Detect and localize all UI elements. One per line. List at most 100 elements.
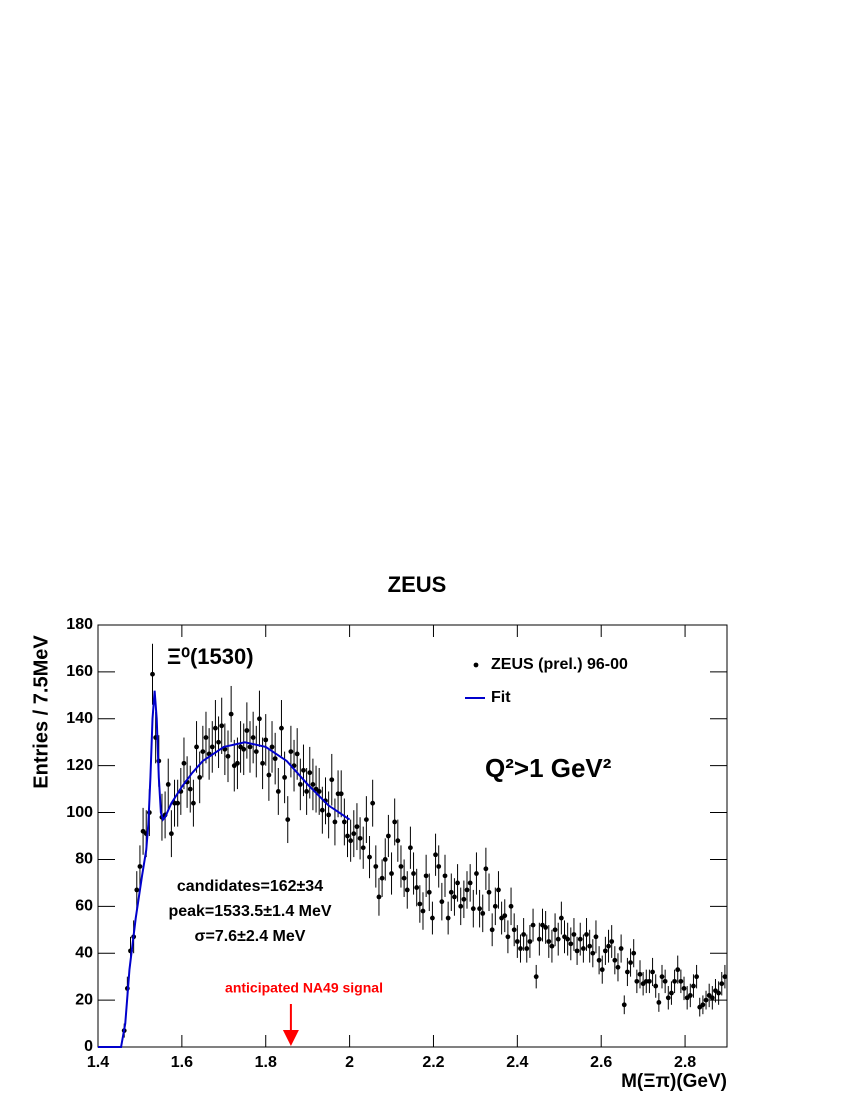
data-point bbox=[634, 978, 640, 984]
data-point bbox=[549, 943, 555, 949]
legend-label: Fit bbox=[491, 689, 511, 706]
data-point bbox=[590, 950, 596, 956]
data-point bbox=[602, 948, 608, 954]
y-tick-label: 20 bbox=[75, 991, 93, 1008]
data-point bbox=[219, 723, 225, 729]
data-point bbox=[700, 1002, 706, 1008]
data-point bbox=[452, 894, 457, 900]
data-point bbox=[244, 728, 250, 733]
data-point bbox=[672, 978, 677, 984]
x-tick-label: 2.8 bbox=[674, 1054, 696, 1071]
fit-result: σ=7.6±2.4 MeV bbox=[195, 928, 306, 945]
data-point bbox=[253, 749, 259, 754]
data-point bbox=[464, 887, 470, 893]
data-point bbox=[216, 739, 221, 745]
x-tick-label: 1.6 bbox=[171, 1054, 193, 1071]
data-point bbox=[150, 671, 155, 677]
data-point bbox=[269, 744, 275, 750]
data-point bbox=[329, 777, 335, 783]
data-point bbox=[338, 791, 344, 797]
data-point bbox=[480, 910, 486, 916]
x-axis-label: M(Ξπ)(GeV) bbox=[621, 1071, 727, 1092]
data-point bbox=[301, 767, 306, 773]
data-point bbox=[546, 939, 552, 944]
signal-label: anticipated NA49 signal bbox=[225, 980, 383, 996]
data-point bbox=[631, 950, 637, 956]
data-point bbox=[348, 838, 354, 844]
data-point bbox=[618, 946, 624, 951]
data-point bbox=[411, 871, 416, 876]
data-point bbox=[489, 927, 495, 933]
data-point bbox=[486, 889, 492, 895]
data-point bbox=[401, 875, 407, 881]
data-point bbox=[200, 749, 206, 754]
data-point bbox=[213, 725, 218, 731]
x-tick-label: 2 bbox=[345, 1054, 354, 1071]
data-point bbox=[536, 936, 542, 942]
data-point bbox=[681, 985, 687, 991]
y-axis-label: Entries / 7.5MeV bbox=[30, 635, 52, 789]
data-point bbox=[722, 974, 728, 980]
data-point bbox=[408, 845, 413, 851]
data-point bbox=[612, 957, 618, 963]
data-point bbox=[650, 969, 655, 975]
legend-label: ZEUS (prel.) 96-00 bbox=[491, 656, 628, 673]
data-point bbox=[675, 967, 681, 973]
data-point bbox=[436, 864, 442, 869]
q2-label: Q²>1 GeV² bbox=[485, 753, 612, 783]
fit-line bbox=[98, 690, 351, 1048]
data-point bbox=[518, 946, 523, 951]
data-point bbox=[530, 922, 536, 928]
data-point bbox=[417, 901, 423, 907]
data-point bbox=[304, 789, 310, 794]
data-point bbox=[354, 824, 360, 830]
signal-arrow-head bbox=[282, 1030, 299, 1046]
data-point bbox=[659, 974, 665, 980]
data-point bbox=[263, 737, 269, 743]
y-tick-label: 0 bbox=[84, 1038, 93, 1055]
data-point bbox=[467, 880, 473, 886]
y-tick-label: 40 bbox=[75, 944, 93, 961]
data-point bbox=[508, 903, 514, 909]
data-point bbox=[345, 833, 350, 839]
data-point bbox=[580, 946, 586, 951]
data-point bbox=[448, 889, 454, 895]
data-point bbox=[565, 936, 571, 942]
data-point bbox=[319, 807, 325, 813]
data-point bbox=[134, 887, 140, 893]
data-point bbox=[669, 990, 674, 996]
data-point bbox=[568, 941, 574, 947]
data-point bbox=[272, 756, 278, 762]
resonance-label: Ξ⁰(1530) bbox=[167, 644, 254, 669]
data-point bbox=[228, 711, 234, 717]
data-point bbox=[260, 760, 265, 766]
data-point bbox=[257, 716, 262, 722]
data-point bbox=[521, 932, 527, 937]
data-point bbox=[533, 974, 539, 980]
data-point bbox=[285, 817, 291, 822]
fit-result: candidates=162±34 bbox=[177, 878, 323, 895]
data-point bbox=[332, 819, 338, 825]
data-point bbox=[282, 774, 288, 780]
data-point bbox=[382, 857, 388, 862]
data-point bbox=[653, 983, 659, 989]
data-point bbox=[209, 744, 215, 750]
data-point bbox=[691, 983, 696, 989]
legend-marker bbox=[473, 662, 479, 668]
data-point bbox=[470, 906, 476, 912]
data-point bbox=[587, 943, 593, 949]
data-point bbox=[709, 995, 715, 1001]
data-point bbox=[175, 800, 181, 806]
data-point bbox=[555, 936, 561, 942]
data-point bbox=[455, 880, 460, 886]
data-point bbox=[694, 974, 699, 980]
data-point bbox=[294, 751, 300, 757]
data-point bbox=[571, 932, 577, 937]
data-point bbox=[392, 819, 398, 825]
data-point bbox=[326, 812, 332, 818]
data-point bbox=[461, 896, 467, 902]
data-point bbox=[483, 866, 489, 872]
data-point bbox=[615, 964, 621, 970]
